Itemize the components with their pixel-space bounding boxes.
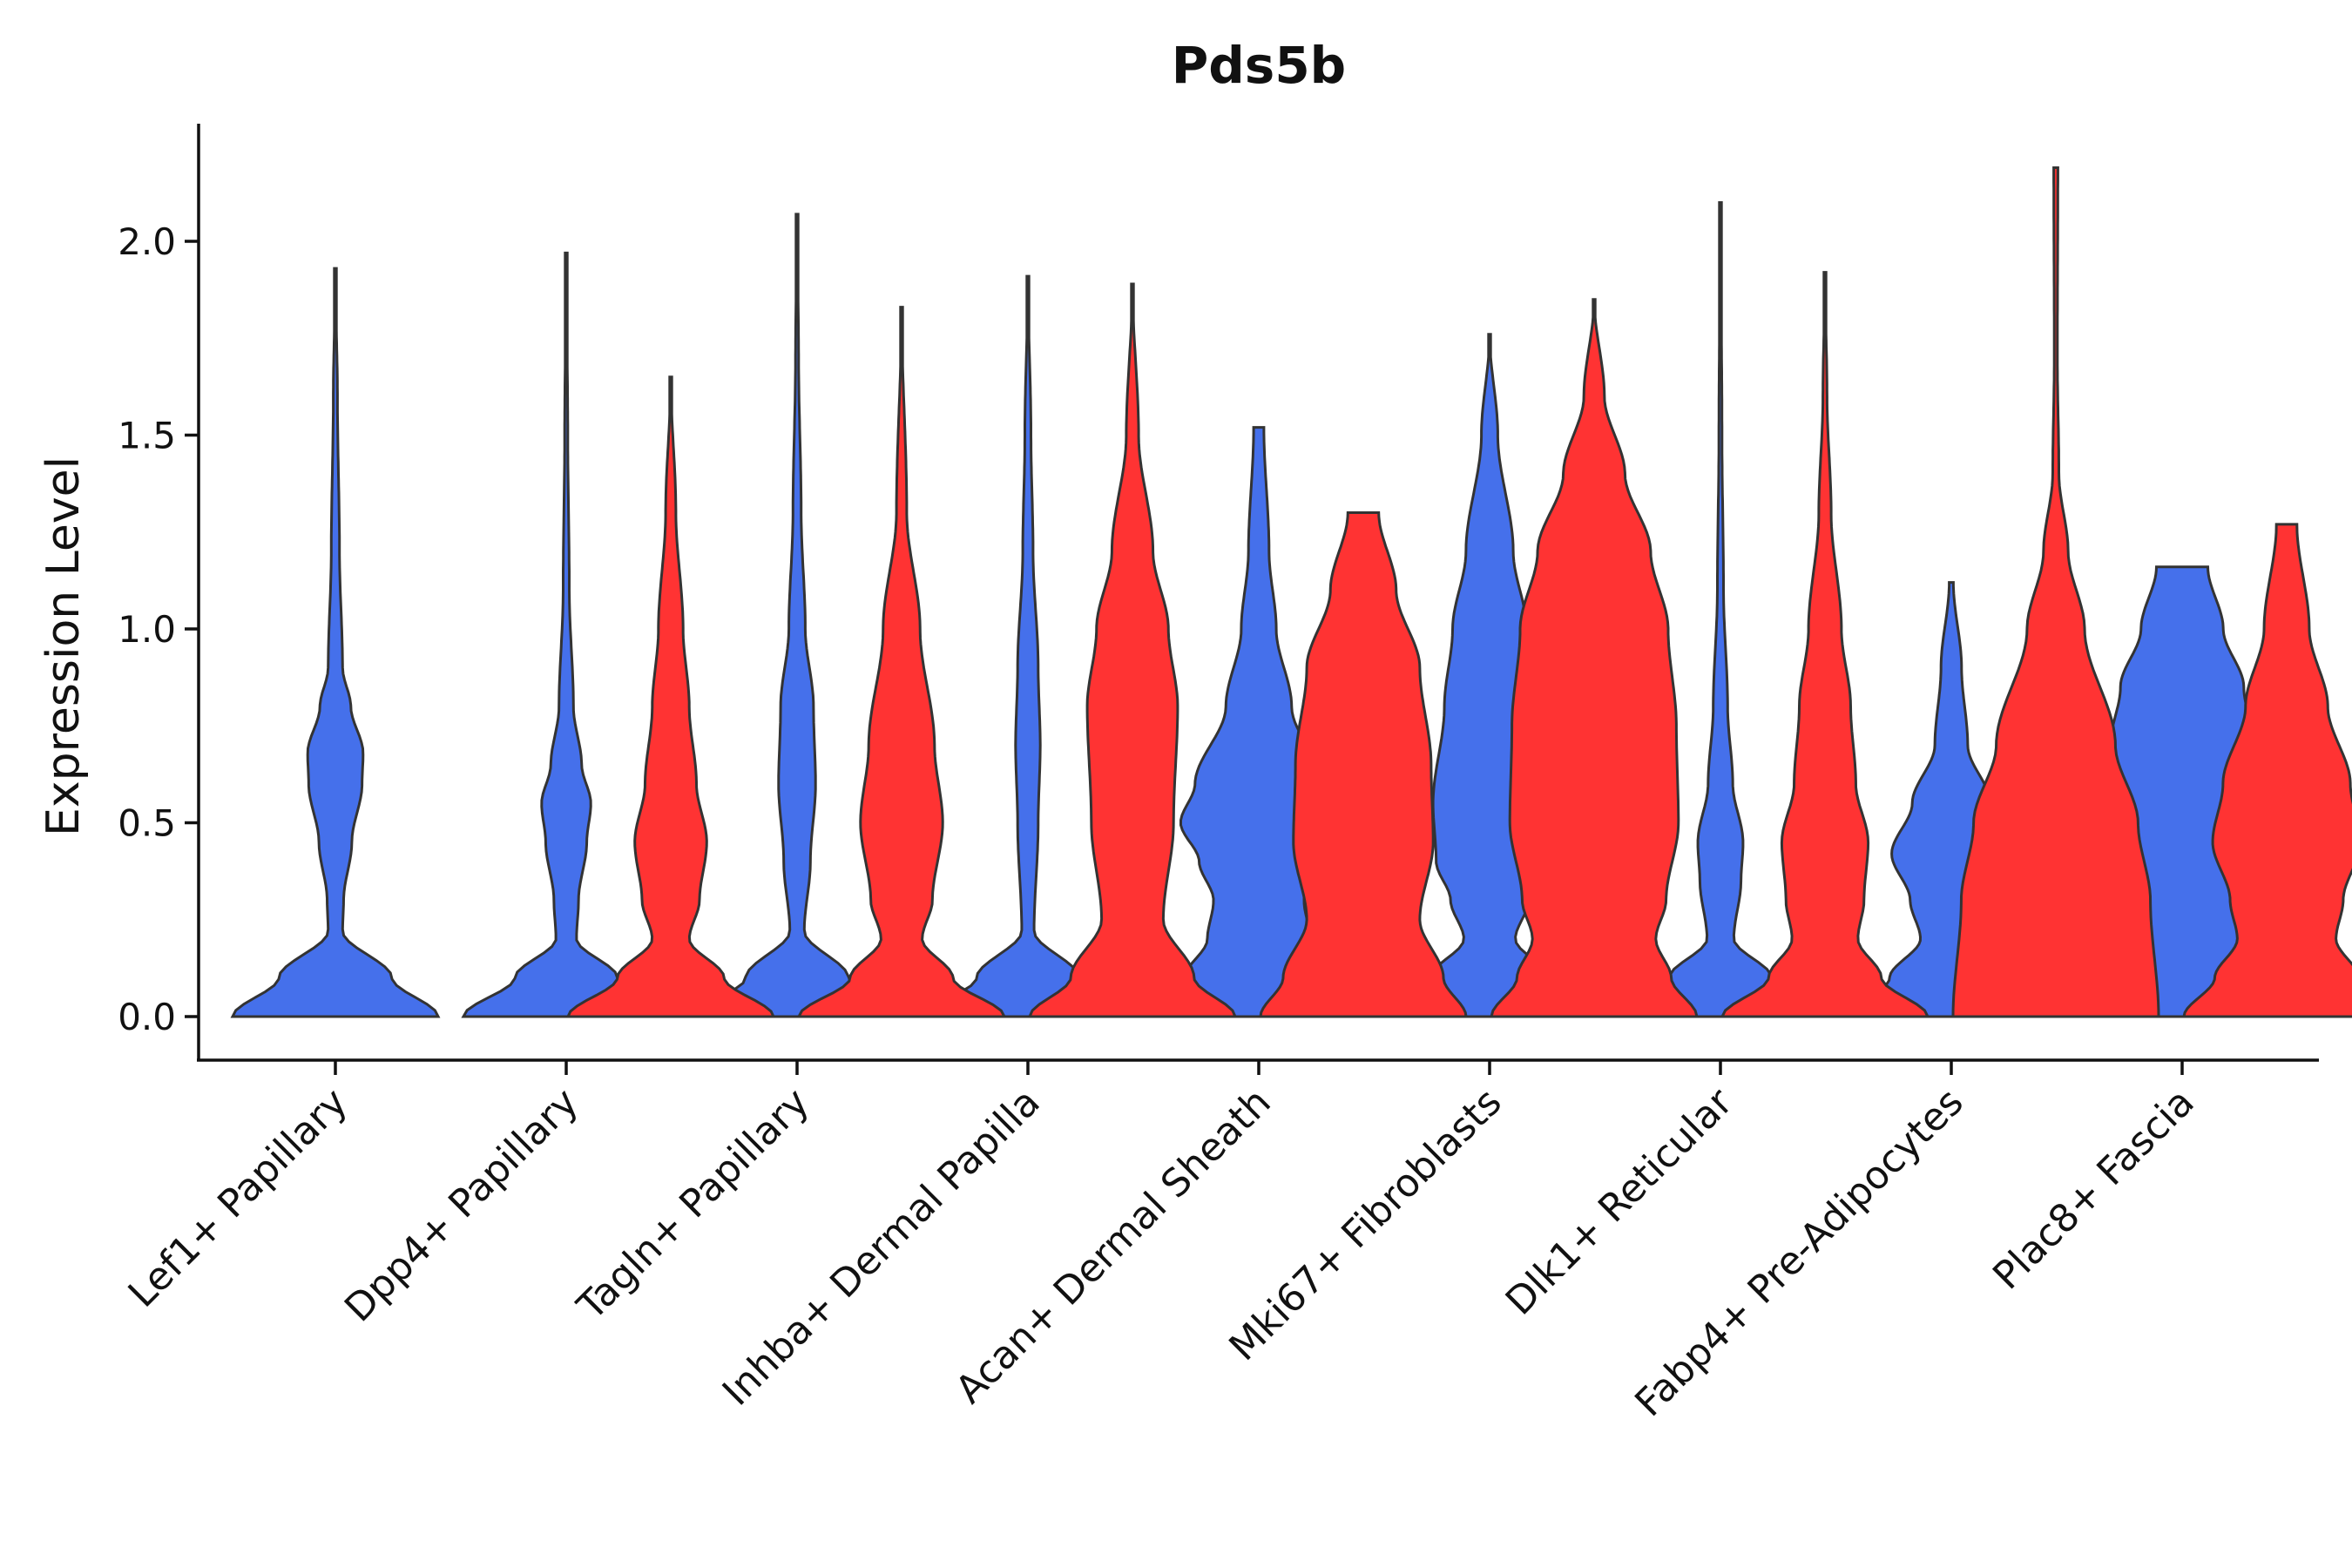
x-tick-label: Tagln+ Papillary	[569, 1080, 818, 1329]
violin-group2-dpp4-papillary	[565, 375, 776, 1018]
y-axis-label: Expression Level	[37, 456, 90, 836]
violin-group2-inhba-dermal-papilla	[1027, 282, 1238, 1018]
x-tick-label: Dpp4+ Papillary	[336, 1080, 587, 1331]
y-tick-label: 1.5	[118, 415, 176, 457]
violin-group2-dlk1-reticular	[1720, 271, 1930, 1018]
violin-group1-lef1-papillary	[230, 267, 441, 1018]
y-tick-label: 0.5	[118, 802, 176, 845]
violin-group2-acan-dermal-sheath	[1259, 511, 1468, 1018]
y-ticks: 0.0 0.5 1.0 1.5 2.0	[118, 220, 199, 1038]
violin-group1-inhba-dermal-papilla	[923, 274, 1133, 1018]
violin-group2-fabp4-pre-adipocytes	[1951, 166, 2160, 1018]
y-tick-label: 2.0	[118, 220, 176, 263]
x-tick-label: Lef1+ Papillary	[120, 1080, 356, 1316]
y-tick-label: 1.0	[118, 608, 176, 651]
violin-group1-tagln-papillary	[692, 213, 902, 1018]
violin-group1-dpp4-papillary	[461, 251, 672, 1018]
violin-group2-mki67-fibroblasts	[1490, 298, 1699, 1018]
x-tick-label: Plac8+ Fascia	[1984, 1080, 2203, 1299]
x-tick-label: Dlk1+ Reticular	[1497, 1079, 1742, 1324]
violin-group1-dlk1-reticular	[1615, 201, 1826, 1018]
violin-layer	[230, 166, 2352, 1018]
y-tick-label: 0.0	[118, 996, 176, 1038]
violin-group2-tagln-papillary	[796, 306, 1007, 1018]
chart-title: Pds5b	[1172, 36, 1346, 95]
violin-group2-plac8-fascia	[2182, 523, 2352, 1018]
